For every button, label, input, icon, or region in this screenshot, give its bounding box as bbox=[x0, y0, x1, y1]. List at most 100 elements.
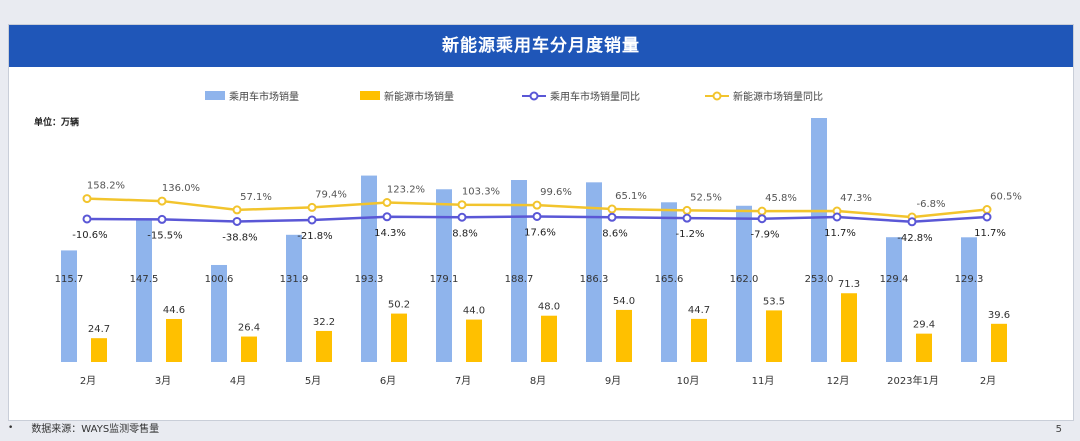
bar-nev-6 bbox=[466, 319, 482, 362]
label-nev-yoy-10: 45.8% bbox=[765, 193, 797, 204]
label-sales-yoy-9: -1.2% bbox=[675, 229, 704, 240]
bar-sales-7 bbox=[511, 180, 527, 362]
bar-nev-13 bbox=[991, 323, 1007, 362]
point-nev-yoy-6 bbox=[457, 200, 467, 210]
unit-label: 单位：万辆 bbox=[34, 116, 79, 128]
legend-marker-4 bbox=[712, 91, 722, 101]
label-sales-yoy-7: 17.6% bbox=[524, 227, 556, 238]
label-nev-yoy-2: 136.0% bbox=[162, 183, 200, 194]
label-nev-13: 39.6 bbox=[988, 310, 1010, 321]
label-sales-3: 100.6 bbox=[205, 274, 234, 285]
bar-sales-13 bbox=[961, 237, 977, 362]
legend-marker-3 bbox=[529, 91, 539, 101]
point-sales-yoy-5 bbox=[382, 212, 392, 222]
point-sales-yoy-6 bbox=[457, 212, 467, 222]
label-nev-9: 44.7 bbox=[688, 305, 710, 316]
label-nev-yoy-7: 99.6% bbox=[540, 187, 572, 198]
label-nev-yoy-5: 123.2% bbox=[387, 184, 425, 195]
bar-nev-9 bbox=[691, 318, 707, 362]
point-nev-yoy-8 bbox=[607, 204, 617, 214]
x-tick-label: 9月 bbox=[605, 375, 621, 387]
label-nev-11: 71.3 bbox=[838, 279, 860, 290]
point-sales-yoy-12 bbox=[907, 217, 917, 227]
label-sales-8: 186.3 bbox=[580, 274, 609, 285]
footer: • 数据来源：WAYS监测零售量 bbox=[8, 420, 160, 436]
label-nev-4: 32.2 bbox=[313, 317, 335, 328]
bar-nev-4 bbox=[316, 330, 332, 362]
label-sales-11: 253.0 bbox=[805, 274, 834, 285]
x-tick-label: 5月 bbox=[305, 375, 321, 387]
bar-sales-6 bbox=[436, 189, 452, 362]
point-sales-yoy-8 bbox=[607, 212, 617, 222]
bar-sales-9 bbox=[661, 202, 677, 362]
label-nev-12: 29.4 bbox=[913, 320, 935, 331]
point-sales-yoy-1 bbox=[82, 214, 92, 224]
label-nev-yoy-3: 57.1% bbox=[240, 192, 272, 203]
label-nev-1: 24.7 bbox=[88, 324, 110, 335]
point-sales-yoy-4 bbox=[307, 215, 317, 225]
point-sales-yoy-2 bbox=[157, 214, 167, 224]
page-number: 5 bbox=[1055, 424, 1062, 435]
point-nev-yoy-5 bbox=[382, 197, 392, 207]
label-sales-yoy-8: 8.6% bbox=[602, 228, 627, 239]
x-tick-label: 11月 bbox=[752, 375, 775, 387]
label-nev-2: 44.6 bbox=[163, 305, 185, 316]
label-sales-10: 162.0 bbox=[730, 274, 759, 285]
point-sales-yoy-11 bbox=[832, 212, 842, 222]
bar-sales-11 bbox=[811, 118, 827, 362]
point-nev-yoy-4 bbox=[307, 202, 317, 212]
label-nev-3: 26.4 bbox=[238, 323, 260, 334]
label-sales-9: 165.6 bbox=[655, 274, 684, 285]
label-nev-yoy-12: -6.8% bbox=[916, 199, 945, 210]
label-sales-6: 179.1 bbox=[430, 274, 459, 285]
label-sales-yoy-5: 14.3% bbox=[374, 228, 406, 239]
bar-nev-12 bbox=[916, 333, 932, 362]
label-nev-yoy-1: 158.2% bbox=[87, 181, 125, 192]
legend-swatch-2 bbox=[360, 91, 380, 100]
bar-nev-5 bbox=[391, 313, 407, 362]
data-source: 数据来源：WAYS监测零售量 bbox=[31, 424, 160, 435]
label-nev-5: 50.2 bbox=[388, 300, 410, 311]
label-sales-yoy-1: -10.6% bbox=[72, 230, 107, 241]
label-sales-2: 147.5 bbox=[130, 274, 159, 285]
point-sales-yoy-7 bbox=[532, 211, 542, 221]
x-tick-label: 8月 bbox=[530, 375, 546, 387]
legend-swatch-1 bbox=[205, 91, 225, 100]
bar-sales-3 bbox=[211, 264, 227, 362]
label-sales-7: 188.7 bbox=[505, 274, 534, 285]
bar-sales-1 bbox=[61, 250, 77, 362]
label-nev-yoy-6: 103.3% bbox=[462, 187, 500, 198]
label-nev-6: 44.0 bbox=[463, 306, 485, 317]
label-sales-13: 129.3 bbox=[955, 274, 984, 285]
point-nev-yoy-2 bbox=[157, 196, 167, 206]
point-nev-yoy-1 bbox=[82, 194, 92, 204]
bar-nev-11 bbox=[841, 293, 857, 362]
label-nev-yoy-4: 79.4% bbox=[315, 189, 347, 200]
label-sales-1: 115.7 bbox=[55, 274, 84, 285]
bar-sales-12 bbox=[886, 237, 902, 362]
x-tick-label: 3月 bbox=[155, 375, 171, 387]
label-sales-4: 131.9 bbox=[280, 274, 309, 285]
label-nev-yoy-8: 65.1% bbox=[615, 191, 647, 202]
label-nev-yoy-11: 47.3% bbox=[840, 193, 872, 204]
label-sales-yoy-4: -21.8% bbox=[297, 231, 332, 242]
bar-nev-1 bbox=[91, 338, 107, 362]
bar-sales-5 bbox=[361, 175, 377, 362]
bar-nev-3 bbox=[241, 336, 257, 362]
label-nev-8: 54.0 bbox=[613, 296, 635, 307]
point-nev-yoy-9 bbox=[682, 205, 692, 215]
x-tick-label: 10月 bbox=[677, 375, 700, 387]
label-sales-yoy-13: 11.7% bbox=[974, 228, 1006, 239]
bar-sales-2 bbox=[136, 219, 152, 362]
label-nev-10: 53.5 bbox=[763, 296, 785, 307]
bar-nev-8 bbox=[616, 309, 632, 362]
x-tick-label: 7月 bbox=[455, 375, 471, 387]
point-sales-yoy-13 bbox=[982, 212, 992, 222]
label-sales-12: 129.4 bbox=[880, 274, 909, 285]
legend-label-2: 新能源市场销量 bbox=[384, 90, 454, 103]
label-sales-yoy-2: -15.5% bbox=[147, 230, 182, 241]
label-sales-yoy-6: 8.8% bbox=[452, 228, 477, 239]
label-sales-5: 193.3 bbox=[355, 274, 384, 285]
bar-nev-7 bbox=[541, 315, 557, 362]
